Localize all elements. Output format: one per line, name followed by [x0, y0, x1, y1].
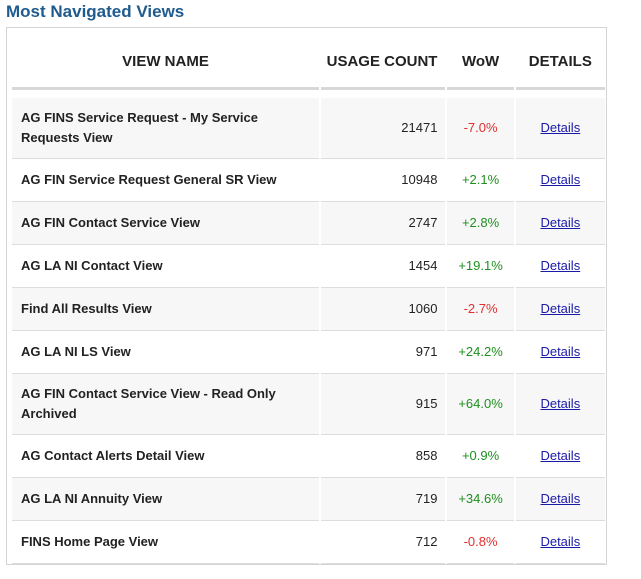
details-cell: Details	[515, 374, 605, 435]
view-name-cell: AG LA NI LS View	[12, 331, 320, 374]
column-header-usage-count: USAGE COUNT	[321, 35, 446, 90]
table-header-row: VIEW NAME USAGE COUNT WoW DETAILS	[12, 35, 605, 90]
details-cell: Details	[515, 159, 605, 202]
wow-change-cell: +24.2%	[447, 331, 514, 374]
column-header-wow: WoW	[447, 35, 514, 90]
details-cell: Details	[515, 202, 605, 245]
details-link[interactable]: Details	[540, 215, 581, 230]
wow-change-cell: +34.6%	[447, 478, 514, 521]
details-cell: Details	[515, 98, 605, 159]
table-row: AG LA NI LS View 971 +24.2% Details	[12, 331, 605, 374]
wow-change-cell: +0.9%	[447, 435, 514, 478]
view-name-cell: Find All Results View	[12, 288, 320, 331]
usage-count-cell: 712	[321, 521, 446, 564]
table-row: FINS Home Page View 712 -0.8% Details	[12, 521, 605, 564]
details-link[interactable]: Details	[540, 396, 581, 411]
details-link[interactable]: Details	[540, 258, 581, 273]
view-name-cell: AG LA NI Contact View	[12, 245, 320, 288]
usage-count-cell: 1454	[321, 245, 446, 288]
column-header-details: DETAILS	[515, 35, 605, 90]
view-name-cell: AG FINS Service Request - My Service Req…	[12, 98, 320, 159]
table-row: AG FIN Service Request General SR View 10…	[12, 159, 605, 202]
table-row: AG FINS Service Request - My Service Req…	[12, 98, 605, 159]
details-link[interactable]: Details	[540, 534, 581, 549]
view-name-cell: AG FIN Service Request General SR View	[12, 159, 320, 202]
details-cell: Details	[515, 331, 605, 374]
details-cell: Details	[515, 435, 605, 478]
view-name-cell: AG FIN Contact Service View - Read Only …	[12, 374, 320, 435]
most-navigated-views-table: VIEW NAME USAGE COUNT WoW DETAILS AG FIN…	[10, 35, 607, 564]
view-name-cell: FINS Home Page View	[12, 521, 320, 564]
details-link[interactable]: Details	[540, 344, 581, 359]
details-cell: Details	[515, 521, 605, 564]
details-link[interactable]: Details	[540, 448, 581, 463]
usage-count-cell: 915	[321, 374, 446, 435]
details-link[interactable]: Details	[540, 301, 581, 316]
table-row: AG FIN Contact Service View - Read Only …	[12, 374, 605, 435]
views-table-frame: VIEW NAME USAGE COUNT WoW DETAILS AG FIN…	[6, 27, 607, 565]
header-spacer	[12, 90, 605, 98]
wow-change-cell: +2.1%	[447, 159, 514, 202]
usage-count-cell: 858	[321, 435, 446, 478]
details-link[interactable]: Details	[540, 172, 581, 187]
wow-change-cell: +2.8%	[447, 202, 514, 245]
details-cell: Details	[515, 288, 605, 331]
usage-count-cell: 2747	[321, 202, 446, 245]
details-link[interactable]: Details	[540, 120, 581, 135]
usage-count-cell: 719	[321, 478, 446, 521]
table-row: AG FIN Contact Service View 2747 +2.8% Deta…	[12, 202, 605, 245]
usage-count-cell: 21471	[321, 98, 446, 159]
wow-change-cell: -0.8%	[447, 521, 514, 564]
details-cell: Details	[515, 245, 605, 288]
view-name-cell: AG FIN Contact Service View	[12, 202, 320, 245]
table-row: AG LA NI Annuity View 719 +34.6% Details	[12, 478, 605, 521]
panel-title: Most Navigated Views	[6, 2, 185, 21]
wow-change-cell: +19.1%	[447, 245, 514, 288]
column-header-view-name: VIEW NAME	[12, 35, 320, 90]
table-row: Find All Results View 1060 -2.7% Details	[12, 288, 605, 331]
table-body: AG FINS Service Request - My Service Req…	[12, 90, 605, 564]
wow-change-cell: -7.0%	[447, 98, 514, 159]
usage-count-cell: 1060	[321, 288, 446, 331]
details-cell: Details	[515, 478, 605, 521]
usage-count-cell: 10948	[321, 159, 446, 202]
table-row: AG Contact Alerts Detail View 858 +0.9% Det…	[12, 435, 605, 478]
wow-change-cell: -2.7%	[447, 288, 514, 331]
details-link[interactable]: Details	[540, 491, 581, 506]
usage-count-cell: 971	[321, 331, 446, 374]
table-row: AG LA NI Contact View 1454 +19.1% Details	[12, 245, 605, 288]
view-name-cell: AG Contact Alerts Detail View	[12, 435, 320, 478]
view-name-cell: AG LA NI Annuity View	[12, 478, 320, 521]
wow-change-cell: +64.0%	[447, 374, 514, 435]
